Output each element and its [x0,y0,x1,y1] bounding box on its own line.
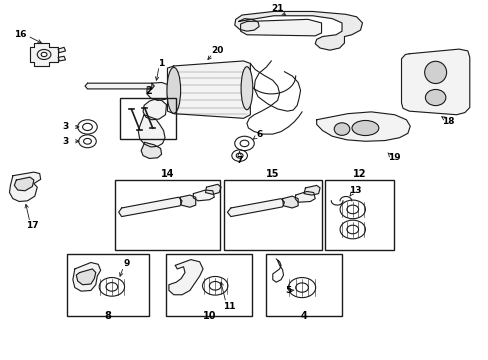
Polygon shape [167,61,250,118]
Polygon shape [73,262,101,291]
Circle shape [41,52,47,57]
Polygon shape [58,56,65,61]
Polygon shape [147,82,172,100]
Text: 7: 7 [236,156,243,165]
Text: 20: 20 [211,46,224,55]
Polygon shape [168,260,203,295]
Text: 3: 3 [62,122,68,131]
Polygon shape [295,192,315,202]
Ellipse shape [333,123,349,135]
Polygon shape [30,43,58,66]
Polygon shape [234,12,362,50]
Polygon shape [141,142,161,158]
Text: 16: 16 [14,30,26,39]
Text: 14: 14 [161,168,174,179]
Polygon shape [316,112,409,141]
Polygon shape [14,177,34,191]
Text: 13: 13 [349,185,361,194]
Polygon shape [227,199,284,217]
Text: 5: 5 [285,286,291,295]
Bar [120,98,176,139]
Polygon shape [205,184,221,194]
Bar [266,253,341,316]
Polygon shape [58,47,65,53]
Text: 18: 18 [441,117,454,126]
Polygon shape [9,172,41,202]
Ellipse shape [424,61,446,84]
Bar [166,253,251,316]
Text: 19: 19 [387,153,400,162]
Bar [224,180,321,250]
Bar [325,180,393,250]
Ellipse shape [351,121,378,135]
Bar [115,180,220,250]
Polygon shape [143,99,166,120]
Polygon shape [304,185,320,195]
Polygon shape [180,195,195,207]
Text: 17: 17 [26,221,39,230]
Ellipse shape [425,89,445,105]
Polygon shape [193,190,214,201]
Polygon shape [138,115,164,147]
Polygon shape [76,269,96,285]
Text: 12: 12 [352,168,366,179]
Text: 1: 1 [158,59,164,68]
Polygon shape [119,197,182,217]
Polygon shape [85,83,154,89]
Text: 6: 6 [256,130,262,139]
Ellipse shape [241,67,252,110]
Text: 15: 15 [265,168,279,179]
Text: 21: 21 [271,4,284,13]
Text: 11: 11 [222,302,235,311]
Ellipse shape [166,67,180,113]
Text: 4: 4 [301,311,307,320]
Text: 2: 2 [145,86,151,96]
Polygon shape [282,196,298,208]
Text: 3: 3 [62,137,68,146]
Polygon shape [240,19,321,36]
Text: 9: 9 [123,259,129,268]
Text: 10: 10 [202,311,216,320]
Polygon shape [401,49,469,115]
Bar [66,253,149,316]
Text: 8: 8 [104,311,111,320]
